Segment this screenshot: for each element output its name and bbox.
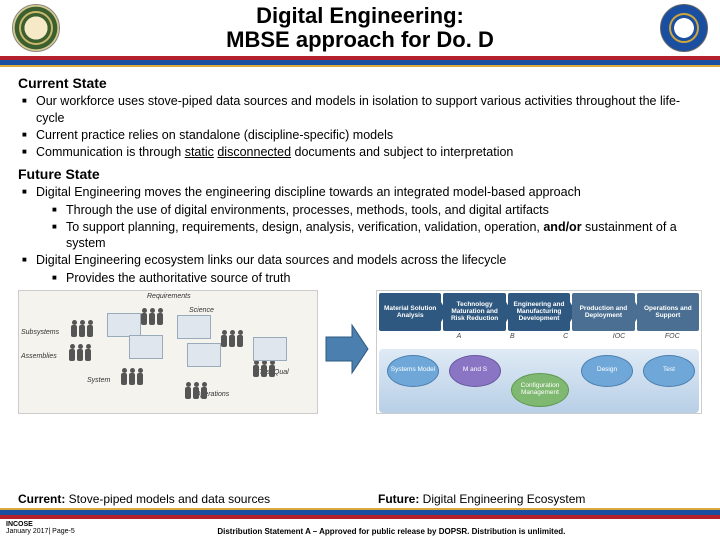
fi1s2-bold: and/or	[543, 220, 581, 234]
lbl-system: System	[87, 377, 110, 384]
future-state-heading: Future State	[18, 166, 702, 182]
milestone-label: FOC	[646, 333, 699, 347]
fi2-sub1: Provides the authoritative source of tru…	[66, 270, 702, 286]
body: Current State Our workforce uses stove-p…	[0, 67, 720, 489]
slide-title-line1: Digital Engineering:	[60, 4, 660, 28]
people-group-icon	[139, 307, 169, 329]
doc-thumb-icon	[187, 343, 221, 367]
future-state-list: Digital Engineering moves the engineerin…	[18, 184, 702, 286]
footer: INCOSE January 2017| Page-5 Distribution…	[0, 519, 720, 540]
phase-block: Technology Maturation and Risk Reduction	[443, 293, 505, 331]
cap-l-bold: Current:	[18, 492, 65, 506]
cap-l-rest: Stove-piped models and data sources	[65, 492, 270, 506]
caption-future: Future: Digital Engineering Ecosystem	[362, 492, 702, 506]
transition-arrow-icon	[324, 319, 370, 384]
ci3-suffix: documents and subject to interpretation	[291, 145, 513, 159]
fi1-sub1: Through the use of digital environments,…	[66, 202, 702, 218]
phase-block: Engineering and Manufacturing Developmen…	[508, 293, 570, 331]
current-state-heading: Current State	[18, 75, 702, 91]
graphic-captions: Current: Stove-piped models and data sou…	[0, 490, 720, 506]
phase-block: Operations and Support	[637, 293, 699, 331]
footer-date-page: January 2017| Page-5	[6, 528, 75, 536]
slide: Digital Engineering: MBSE approach for D…	[0, 0, 720, 540]
eco-node: Systems Model	[387, 355, 439, 387]
milestone-label: B	[486, 333, 539, 347]
milestone-label	[379, 333, 432, 347]
ci3-u1: static	[185, 145, 214, 159]
phase-block: Material Solution Analysis	[379, 293, 441, 331]
cap-r-bold: Future:	[378, 492, 419, 506]
agency-seal-icon	[660, 4, 708, 52]
doc-thumb-icon	[129, 335, 163, 359]
current-item-1: Our workforce uses stove-piped data sour…	[36, 93, 702, 126]
milestone-label: C	[539, 333, 592, 347]
people-group-icon	[251, 359, 281, 381]
future-item-2-sub: Provides the authoritative source of tru…	[36, 270, 702, 286]
doc-thumb-icon	[253, 337, 287, 361]
lbl-science: Science	[189, 307, 214, 314]
current-state-graphic: Requirements Science Subsystems Assembli…	[18, 290, 318, 414]
divider-bars	[0, 56, 720, 67]
eco-node: M and S	[449, 355, 501, 387]
slide-title-line2: MBSE approach for Do. D	[60, 28, 660, 52]
fi1s2-prefix: To support planning, requirements, desig…	[66, 220, 543, 234]
footer-divider	[0, 508, 720, 519]
title-wrap: Digital Engineering: MBSE approach for D…	[60, 4, 660, 52]
ecosystem-band: Systems Model M and S Configuration Mana…	[379, 349, 699, 413]
fi2-text: Digital Engineering ecosystem links our …	[36, 253, 506, 267]
eco-node: Design	[581, 355, 633, 387]
fi1-text: Digital Engineering moves the engineerin…	[36, 185, 581, 199]
caption-current: Current: Stove-piped models and data sou…	[18, 492, 362, 506]
distribution-statement: Distribution Statement A – Approved for …	[75, 527, 708, 536]
lbl-assemblies: Assemblies	[21, 353, 57, 360]
lbl-requirements: Requirements	[147, 293, 191, 300]
future-item-1: Digital Engineering moves the engineerin…	[36, 184, 702, 251]
fi1-sub2: To support planning, requirements, desig…	[66, 219, 702, 252]
milestone-row: ABCIOCFOC	[377, 333, 701, 347]
people-group-icon	[183, 381, 213, 403]
header: Digital Engineering: MBSE approach for D…	[0, 0, 720, 54]
current-item-3: Communication is through static disconne…	[36, 144, 702, 160]
current-item-2: Current practice relies on standalone (d…	[36, 127, 702, 143]
lbl-subsystems: Subsystems	[21, 329, 59, 336]
acquisition-phases: Material Solution AnalysisTechnology Mat…	[377, 291, 701, 333]
doc-thumb-icon	[107, 313, 141, 337]
milestone-label: IOC	[592, 333, 645, 347]
cap-r-rest: Digital Engineering Ecosystem	[419, 492, 585, 506]
future-item-2: Digital Engineering ecosystem links our …	[36, 252, 702, 286]
future-state-graphic: Material Solution AnalysisTechnology Mat…	[376, 290, 702, 414]
people-group-icon	[219, 329, 249, 351]
future-item-1-sub: Through the use of digital environments,…	[36, 202, 702, 252]
current-state-list: Our workforce uses stove-piped data sour…	[18, 93, 702, 160]
eco-node: Configuration Management	[511, 373, 569, 407]
people-group-icon	[119, 367, 149, 389]
phase-block: Production and Deployment	[572, 293, 634, 331]
footer-org: INCOSE	[6, 521, 75, 529]
doc-thumb-icon	[177, 315, 211, 339]
dod-seal-icon	[12, 4, 60, 52]
footer-left: INCOSE January 2017| Page-5	[6, 521, 75, 536]
ci3-prefix: Communication is through	[36, 145, 185, 159]
eco-node: Test	[643, 355, 695, 387]
ci3-u2: disconnected	[217, 145, 291, 159]
graphics-row: Requirements Science Subsystems Assembli…	[18, 290, 702, 414]
people-group-icon	[69, 319, 99, 341]
people-group-icon	[67, 343, 97, 365]
milestone-label: A	[432, 333, 485, 347]
